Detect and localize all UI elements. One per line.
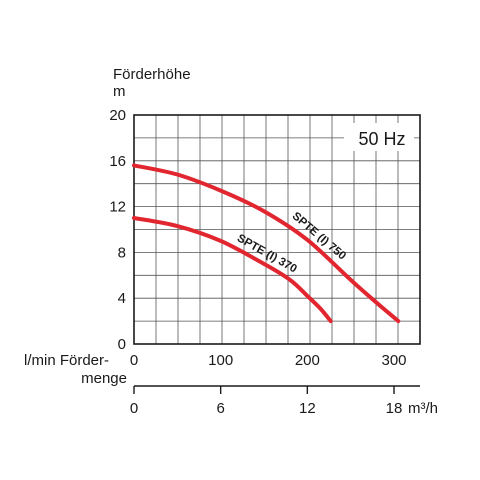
y-tick-label: 12 <box>109 199 126 216</box>
y-tick-label: 20 <box>109 107 126 124</box>
y-tick-label: 16 <box>109 153 126 170</box>
y-tick-labels: 20 16 12 8 4 0 <box>109 107 126 353</box>
m3h-tick-label: 12 <box>299 400 316 417</box>
m3h-tick-label: 18 <box>386 400 403 417</box>
pump-curve-line <box>132 216 333 324</box>
frequency-label-bg <box>344 123 414 151</box>
y-axis-title-line1: Förderhöhe <box>113 66 191 83</box>
flow-axis-title-line2: menge <box>81 370 127 387</box>
y-tick-label: 8 <box>118 244 126 261</box>
m3h-tick-labels: 0 6 12 18 <box>130 386 403 417</box>
pump-curve-line <box>132 163 401 324</box>
flow-tick-label: 100 <box>208 352 233 369</box>
flow-tick-labels: 0 100 200 300 <box>130 352 407 369</box>
flow-axis-title-line1: l/min Förder- <box>24 352 109 369</box>
curve-label: SPTE (I) 750 <box>290 210 348 262</box>
flow-tick-label: 200 <box>295 352 320 369</box>
m3h-unit-label: m³/h <box>408 400 438 417</box>
y-tick-label: 4 <box>118 290 126 307</box>
m3h-tick-label: 0 <box>130 400 138 417</box>
flow-tick-label: 300 <box>381 352 406 369</box>
y-axis-title-line2: m <box>113 83 126 100</box>
plot-frame <box>133 114 421 345</box>
m3h-tick-label: 6 <box>216 400 224 417</box>
y-tick-label: 0 <box>118 336 126 353</box>
flow-tick-label: 0 <box>130 352 138 369</box>
frequency-label: 50 Hz <box>358 129 405 149</box>
